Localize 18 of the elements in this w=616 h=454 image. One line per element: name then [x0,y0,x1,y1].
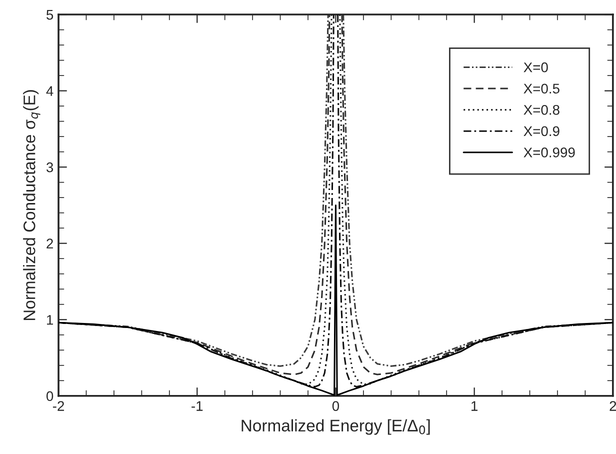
legend-label: X=0.9 [524,126,560,136]
y-axis-title: Normalized Conductance σ$_{q}$(E) [23,90,40,320]
legend-label: X=0 [524,62,548,72]
y-tick-label: 4 [46,86,54,96]
x-tick-label: 0 [332,401,340,411]
legend-label: X=0.999 [524,148,575,158]
x-axis-title: Normalized Energy [E/Δ$_{0}$] [242,419,430,435]
y-tick-label: 5 [46,10,54,20]
y-tick-label: 2 [46,238,53,248]
legend-label: X=0.8 [524,104,560,115]
x-tick-label: -1 [192,401,203,411]
legend-label: X=0.5 [524,84,560,94]
x-tick-label: 2 [610,401,616,411]
x-tick-label: 1 [472,401,478,411]
y-tick-label: 3 [46,162,54,172]
y-tick-label: 1 [46,315,53,325]
x-tick-label: -2 [52,401,64,411]
y-tick-label: 0 [46,391,54,402]
